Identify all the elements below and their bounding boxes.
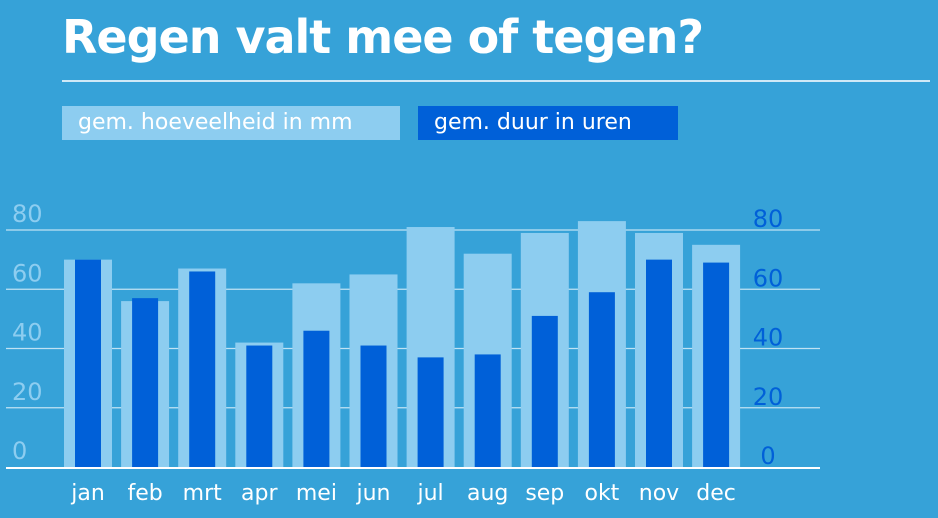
x-tick-label: sep [525,481,564,506]
x-tick-label: jun [356,481,391,506]
bar-duration-jul [417,357,444,467]
left-y-tick-label: 20 [12,378,43,406]
x-tick-label: aug [467,481,508,506]
right-y-tick-label: 0 [760,442,775,470]
right-y-tick-label: 20 [753,383,784,411]
right-y-tick-label: 40 [753,324,784,352]
x-tick-label: feb [127,481,162,506]
right-y-tick-label: 60 [753,264,784,292]
bar-duration-mrt [189,271,216,467]
x-tick-label: mrt [183,481,222,506]
bar-duration-okt [588,292,615,467]
bar-duration-apr [246,345,273,467]
x-tick-label: mei [296,481,337,506]
bar-duration-nov [646,259,672,467]
bar-duration-jun [360,345,387,467]
bar-duration-sep [531,315,558,467]
left-y-tick-label: 60 [12,259,43,287]
bar-duration-jan [75,259,101,467]
right-y-tick-label: 80 [753,205,784,233]
x-tick-label: jul [417,481,444,506]
bar-duration-dec [703,262,730,467]
title-divider [62,80,930,82]
x-tick-label: dec [696,481,736,506]
x-tick-label: apr [241,481,278,506]
left-y-tick-label: 0 [12,437,27,465]
bar-duration-feb [132,298,159,467]
x-tick-label: jan [70,481,105,506]
legend-amount: gem. hoeveelheid in mm [62,106,400,140]
chart-title: Regen valt mee of tegen? [62,10,704,64]
left-y-tick-label: 80 [12,200,43,228]
x-tick-label: nov [639,481,679,506]
bar-duration-mei [303,330,330,467]
x-tick-label: okt [584,481,619,506]
legend-duration: gem. duur in uren [418,106,678,140]
bar-duration-aug [474,354,501,467]
left-y-tick-label: 40 [12,319,43,347]
